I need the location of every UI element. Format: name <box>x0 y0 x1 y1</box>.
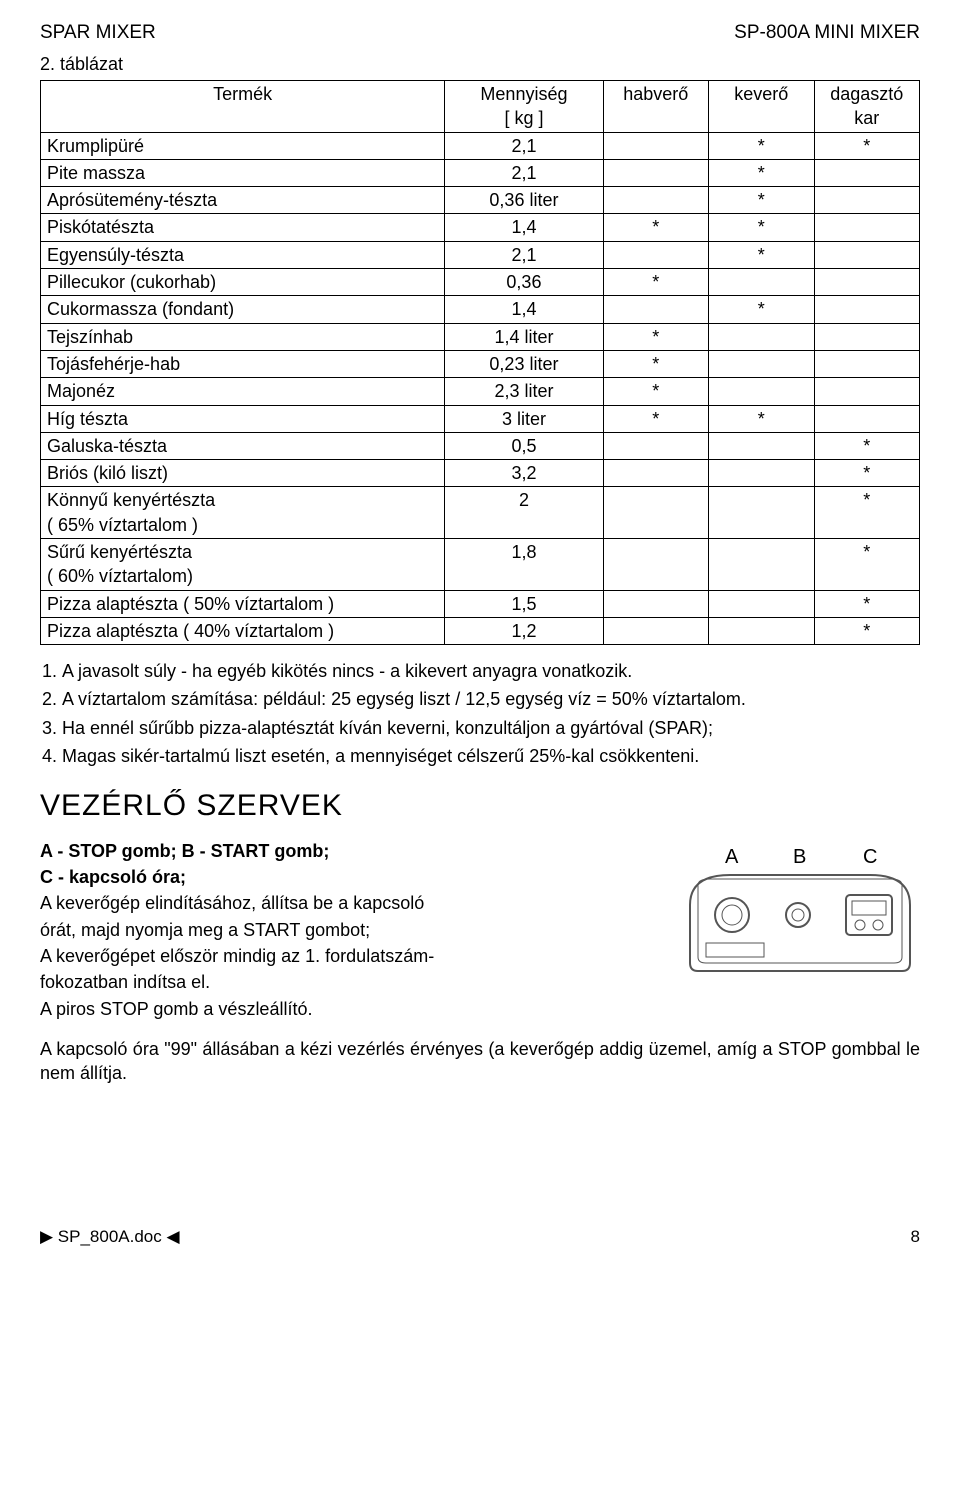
panel-label-b: B <box>793 846 806 868</box>
control-panel-diagram: A B C <box>680 845 920 981</box>
table-row: Pizza alaptészta ( 40% víztartalom )1,2* <box>41 617 920 644</box>
table-row: Tejszínhab1,4 liter* <box>41 323 920 350</box>
table-row: Majonéz2,3 liter* <box>41 378 920 405</box>
col-a-header: habverő <box>603 80 708 132</box>
data-table: Termék Mennyiség [ kg ] habverő keverő d… <box>40 80 920 645</box>
note-item: A javasolt súly - ha egyéb kikötés nincs… <box>62 659 920 683</box>
table-row: Egyensúly-tészta2,1* <box>41 241 920 268</box>
table-row: Tojásfehérje-hab0,23 liter* <box>41 350 920 377</box>
table-caption: 2. táblázat <box>40 52 920 76</box>
col-b-header: keverő <box>709 80 814 132</box>
col-qty-header: Mennyiség [ kg ] <box>445 80 603 132</box>
table-row: Cukormassza (fondant)1,4* <box>41 296 920 323</box>
note-item: A víztartalom számítása: például: 25 egy… <box>62 687 920 711</box>
controls-text: A - STOP gomb; B - START gomb; C - kapcs… <box>40 839 662 1023</box>
table-row: Híg tészta3 liter** <box>41 405 920 432</box>
table-row: Galuska-tészta0,5* <box>41 432 920 459</box>
note-item: Magas sikér-tartalmú liszt esetén, a men… <box>62 744 920 768</box>
note-item: Ha ennél sűrűbb pizza-alaptésztát kíván … <box>62 716 920 740</box>
col-name-header: Termék <box>41 80 445 132</box>
section-title: VEZÉRLŐ SZERVEK <box>40 786 920 827</box>
col-c-header: dagasztó kar <box>814 80 920 132</box>
header-left: SPAR MIXER <box>40 20 156 46</box>
panel-label-a: A <box>725 846 739 868</box>
footer-page: 8 <box>911 1226 920 1249</box>
panel-label-c: C <box>863 846 877 868</box>
table-row: Sűrű kenyértészta( 60% víztartalom)1,8* <box>41 538 920 590</box>
notes-list: A javasolt súly - ha egyéb kikötés nincs… <box>62 659 920 768</box>
table-row: Piskótatészta1,4** <box>41 214 920 241</box>
table-row: Könnyű kenyértészta( 65% víztartalom )2* <box>41 487 920 539</box>
header-right: SP-800A MINI MIXER <box>734 20 920 46</box>
table-row: Aprósütemény-tészta0,36 liter* <box>41 187 920 214</box>
table-header-row: Termék Mennyiség [ kg ] habverő keverő d… <box>41 80 920 132</box>
table-row: Krumplipüré2,1** <box>41 132 920 159</box>
footer-file: ▶ SP_800A.doc ◀ <box>40 1226 180 1249</box>
stop-button-icon <box>715 898 749 932</box>
table-row: Pillecukor (cukorhab)0,36* <box>41 269 920 296</box>
controls-footer-text: A kapcsoló óra "99" állásában a kézi vez… <box>40 1037 920 1086</box>
start-button-icon <box>786 903 810 927</box>
table-row: Briós (kiló liszt)3,2* <box>41 460 920 487</box>
table-row: Pizza alaptészta ( 50% víztartalom )1,5* <box>41 590 920 617</box>
table-row: Pite massza2,1* <box>41 159 920 186</box>
